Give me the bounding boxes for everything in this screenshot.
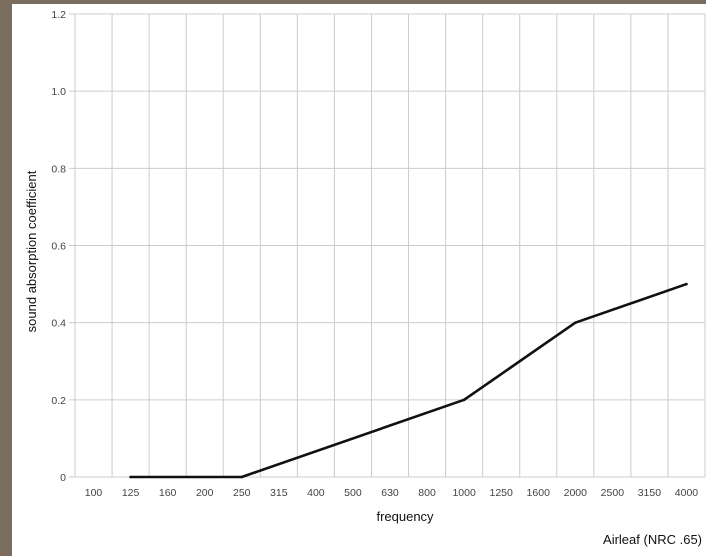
x-tick-label: 315 xyxy=(270,487,288,499)
x-tick-label: 3150 xyxy=(638,487,662,499)
y-tick-label: 0.8 xyxy=(51,163,66,175)
y-tick-label: 1.0 xyxy=(51,86,66,98)
x-tick-label: 800 xyxy=(418,487,436,499)
x-tick-label: 400 xyxy=(307,487,325,499)
chart-caption: Airleaf (NRC .65) xyxy=(603,532,702,547)
y-tick-label: 1.2 xyxy=(51,9,66,21)
grid xyxy=(69,13,706,478)
x-axis-label: frequency xyxy=(376,509,434,524)
y-axis-label: sound absorption coefficient xyxy=(24,170,39,332)
x-tick-label: 250 xyxy=(233,487,251,499)
x-tick-label: 160 xyxy=(159,487,177,499)
data-point xyxy=(573,321,577,324)
x-tick-label: 4000 xyxy=(675,487,699,499)
data-point xyxy=(240,475,244,479)
series-lines xyxy=(129,282,688,479)
x-tick-label: 2500 xyxy=(601,487,625,499)
y-tick-label: 0.6 xyxy=(51,241,66,253)
y-tick-label: 0.4 xyxy=(51,318,66,330)
data-point xyxy=(685,282,688,286)
y-tick-label: 0 xyxy=(60,472,66,484)
x-tick-label: 100 xyxy=(85,487,103,499)
y-tick-label: 0.2 xyxy=(51,395,66,407)
x-tick-label: 1250 xyxy=(489,487,513,499)
x-tick-label: 630 xyxy=(381,487,399,499)
x-tick-label: 2000 xyxy=(564,487,588,499)
x-tick-label: 1600 xyxy=(527,487,551,499)
x-tick-label: 125 xyxy=(122,487,140,499)
y-axis-ticks: 0 0.2 0.4 0.6 0.8 1.0 1.2 xyxy=(51,9,66,484)
x-axis-ticks: 100 125 160 200 250 315 400 500 630 800 1000 1250 16… xyxy=(85,487,699,499)
data-point xyxy=(129,475,132,479)
chart-frame xyxy=(12,4,706,556)
data-point xyxy=(462,398,466,402)
x-tick-label: 500 xyxy=(344,487,362,499)
x-tick-label: 1000 xyxy=(452,487,476,499)
x-tick-label: 200 xyxy=(196,487,214,499)
